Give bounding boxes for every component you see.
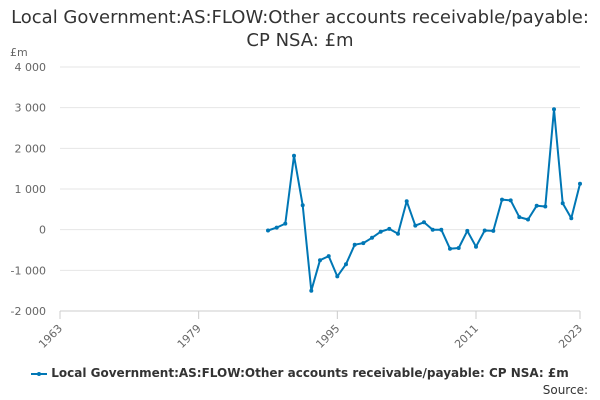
y-tick-label: 2 000 [15, 142, 47, 155]
y-tick-label: -1 000 [11, 264, 46, 277]
y-tick-label: -2 000 [11, 305, 46, 318]
data-point[interactable] [370, 235, 374, 240]
data-point[interactable] [413, 223, 418, 228]
data-point[interactable] [474, 244, 478, 249]
data-point[interactable] [318, 258, 322, 263]
x-tick-label: 1963 [36, 322, 65, 351]
data-point[interactable] [326, 254, 331, 259]
data-point[interactable] [344, 262, 348, 267]
x-tick-label: 1995 [313, 322, 342, 351]
y-tick-label: 1 000 [15, 183, 47, 196]
y-tick-label: 0 [39, 224, 46, 237]
data-point[interactable] [534, 203, 539, 208]
x-axis-ticks: 1963 1979 1995 2011 2023 [36, 311, 585, 351]
data-point[interactable] [552, 107, 556, 112]
data-point[interactable] [560, 201, 565, 206]
data-point[interactable] [578, 181, 582, 186]
y-axis-ticks: -2 000 -1 000 0 1 000 2 000 3 000 4 000 [11, 61, 46, 318]
y-tick-label: 4 000 [15, 61, 47, 74]
x-tick-label: 2011 [452, 322, 481, 351]
data-point[interactable] [387, 226, 392, 231]
data-point[interactable] [500, 197, 504, 202]
data-point[interactable] [422, 220, 426, 225]
data-point[interactable] [456, 246, 461, 250]
legend[interactable]: Local Government:AS:FLOW:Other accounts … [0, 366, 600, 380]
data-point[interactable] [439, 227, 444, 232]
data-point[interactable] [361, 241, 366, 246]
data-point[interactable] [448, 246, 452, 251]
data-point[interactable] [335, 274, 340, 279]
data-point[interactable] [569, 216, 574, 221]
chart-title: Local Government:AS:FLOW:Other accounts … [11, 7, 589, 51]
data-point[interactable] [274, 225, 279, 230]
data-point[interactable] [292, 153, 296, 158]
data-point[interactable] [543, 204, 548, 209]
data-point[interactable] [266, 228, 270, 233]
legend-label: Local Government:AS:FLOW:Other accounts … [51, 366, 569, 380]
data-point[interactable] [309, 288, 314, 293]
data-point[interactable] [404, 199, 409, 204]
data-point[interactable] [352, 242, 357, 247]
y-axis-unit-label: £m [10, 46, 28, 59]
data-point[interactable] [300, 203, 305, 208]
series-line [267, 108, 581, 292]
x-tick-label: 2023 [556, 322, 585, 351]
data-point[interactable] [396, 231, 400, 236]
source-label: Source: [542, 383, 588, 397]
data-point[interactable] [526, 217, 530, 222]
gridlines [60, 66, 580, 312]
series-points [266, 107, 582, 293]
data-point[interactable] [283, 221, 288, 226]
data-point[interactable] [430, 227, 435, 232]
y-tick-label: 3 000 [15, 102, 47, 115]
x-tick-label: 1979 [175, 322, 204, 351]
legend-swatch-icon [31, 369, 48, 379]
data-point[interactable] [482, 228, 487, 233]
data-point[interactable] [465, 228, 470, 233]
data-point[interactable] [517, 215, 522, 220]
data-point[interactable] [491, 228, 496, 233]
series-path [267, 108, 581, 292]
data-point[interactable] [378, 229, 383, 234]
data-point[interactable] [508, 198, 513, 203]
